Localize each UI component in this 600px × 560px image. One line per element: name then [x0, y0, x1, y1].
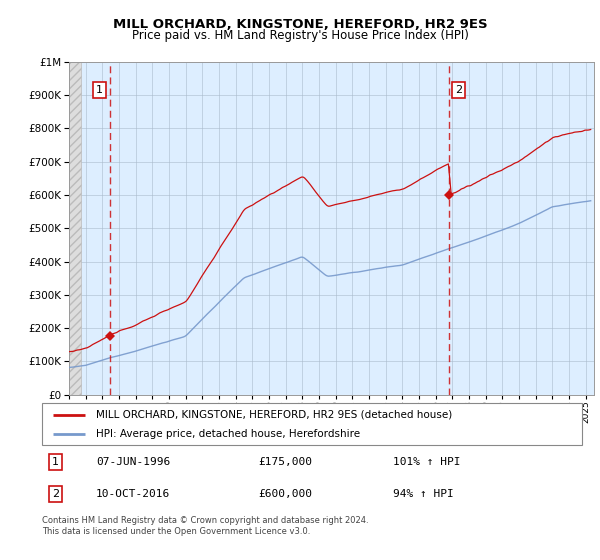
Text: 2: 2 [52, 489, 59, 500]
Text: Contains HM Land Registry data © Crown copyright and database right 2024.
This d: Contains HM Land Registry data © Crown c… [42, 516, 368, 536]
Text: 2: 2 [455, 85, 462, 95]
Text: 101% ↑ HPI: 101% ↑ HPI [393, 457, 461, 467]
Text: MILL ORCHARD, KINGSTONE, HEREFORD, HR2 9ES: MILL ORCHARD, KINGSTONE, HEREFORD, HR2 9… [113, 18, 487, 31]
Text: £600,000: £600,000 [258, 489, 312, 500]
Text: MILL ORCHARD, KINGSTONE, HEREFORD, HR2 9ES (detached house): MILL ORCHARD, KINGSTONE, HEREFORD, HR2 9… [96, 409, 452, 419]
Text: 1: 1 [52, 457, 59, 467]
Text: Price paid vs. HM Land Registry's House Price Index (HPI): Price paid vs. HM Land Registry's House … [131, 29, 469, 42]
Text: HPI: Average price, detached house, Herefordshire: HPI: Average price, detached house, Here… [96, 429, 360, 439]
Text: £175,000: £175,000 [258, 457, 312, 467]
Text: 10-OCT-2016: 10-OCT-2016 [96, 489, 170, 500]
Text: 1: 1 [96, 85, 103, 95]
Bar [69, 62, 80, 395]
FancyBboxPatch shape [42, 403, 582, 445]
Text: 94% ↑ HPI: 94% ↑ HPI [393, 489, 454, 500]
Text: 07-JUN-1996: 07-JUN-1996 [96, 457, 170, 467]
